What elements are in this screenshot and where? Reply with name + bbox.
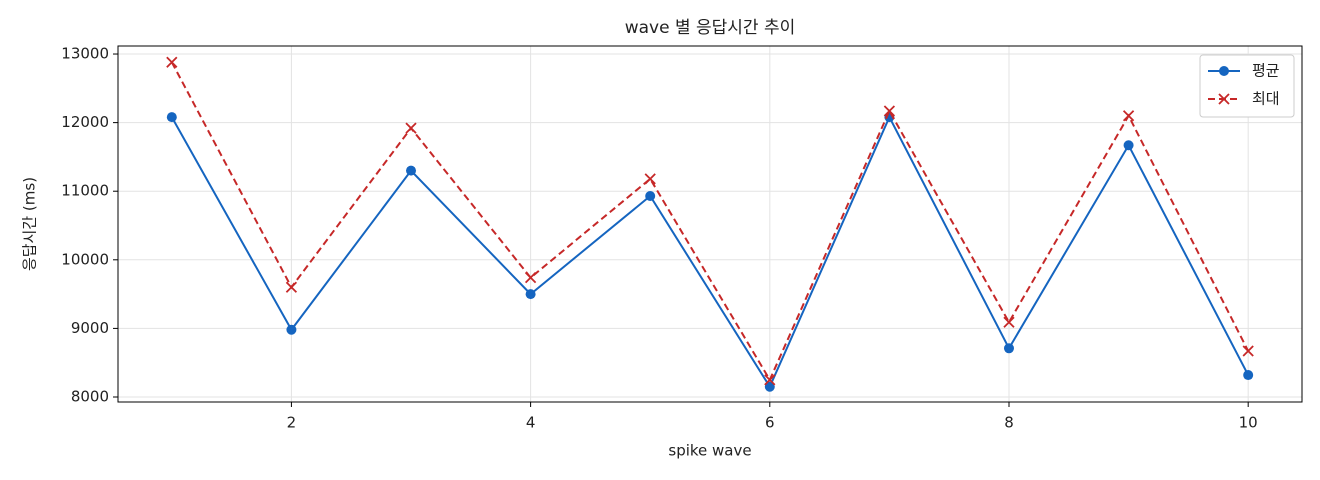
y-axis-label: 응답시간 (ms) [21,177,39,271]
x-tick-label: 6 [765,414,775,432]
point [525,289,536,300]
x-tick-label: 10 [1239,414,1258,432]
point [286,324,297,335]
point-x [405,122,417,134]
point [764,374,776,386]
y-tick-label: 10000 [61,250,109,268]
point-x [1122,110,1135,122]
point-x [883,105,896,117]
chart-title: wave 별 응답시간 추이 [625,18,796,38]
x-tick-label: 2 [287,414,297,432]
point [1219,66,1229,76]
point-x [644,173,656,185]
point-x [1242,345,1254,357]
point [764,381,775,392]
point [1243,370,1254,381]
legend-label: 평균 [1252,62,1280,80]
series-line [170,114,1250,389]
point-x [1003,316,1015,328]
point [1218,93,1230,105]
y-tick-label: 13000 [61,45,109,63]
point [405,122,417,134]
y-tick-label: 12000 [61,113,109,131]
point [883,105,896,117]
point [1003,316,1015,328]
point [166,112,177,123]
point [406,165,417,176]
point [1003,343,1014,354]
point-x [285,281,298,293]
point [1123,140,1134,151]
y-tick-label: 9000 [71,319,109,337]
point-x [764,374,776,386]
y-tick-label: 8000 [71,387,109,405]
point-x [524,272,537,284]
point [166,56,178,68]
legend-box [1199,54,1295,118]
series-line [170,61,1250,383]
y-tick-label: 11000 [61,182,109,200]
x-axis-label: spike wave [668,442,751,460]
x-tick-label: 4 [526,414,536,432]
point [1122,110,1135,122]
point [1242,345,1254,357]
point-x [1218,93,1230,105]
point-x [166,56,178,68]
point [644,173,656,185]
point [645,191,656,202]
point [524,272,537,284]
point [285,281,298,293]
legend-label: 최대 [1252,90,1280,108]
plot-frame [117,45,1303,403]
x-tick-label: 8 [1004,414,1014,432]
